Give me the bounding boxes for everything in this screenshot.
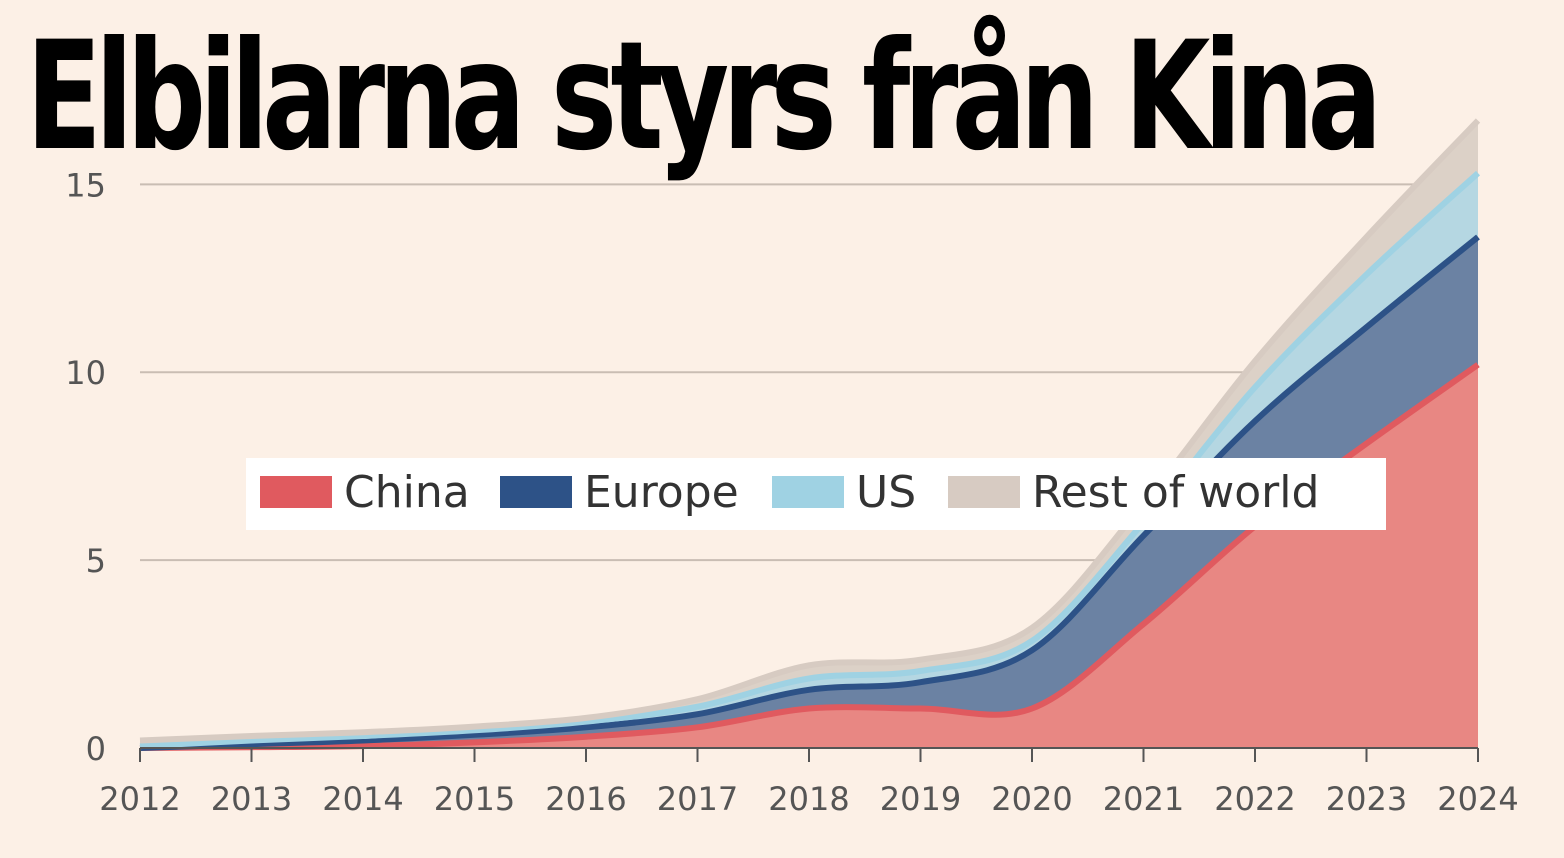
x-tick-label-2019: 2019 [880,780,961,818]
y-tick-label-5: 5 [86,542,106,580]
stacked-areas [140,120,1478,749]
x-tick-label-2014: 2014 [322,780,403,818]
legend-swatch-china [260,476,332,508]
x-axis [139,747,1479,762]
x-axis-tick-labels: 2012 2013 2014 2015 2016 2017 2018 2019 2020 2021… [99,780,1518,818]
line-europe [139,234,1480,751]
x-tick-label-2023: 2023 [1326,780,1407,818]
legend-swatch-europe [500,476,572,508]
x-tick-label-2020: 2020 [991,780,1072,818]
x-tick-label-2017: 2017 [657,780,738,818]
legend: China Europe US Rest of world [246,458,1386,530]
area-rest-of-world [140,120,1478,747]
line-us [139,170,1481,750]
legend-label-china: China [344,467,470,518]
x-tick-label-2022: 2022 [1214,780,1295,818]
legend-label-us: US [856,467,917,518]
y-axis-tick-labels: 0 5 10 15 [65,166,106,768]
x-tick-label-2024: 2024 [1437,780,1518,818]
y-tick-label-15: 15 [65,166,106,204]
x-tick-label-2013: 2013 [211,780,292,818]
legend-label-europe: Europe [584,467,739,518]
y-tick-label-10: 10 [65,354,106,392]
x-tick-label-2018: 2018 [768,780,849,818]
legend-swatch-us [772,476,844,508]
area-china [140,364,1478,748]
legend-label-rest-of-world: Rest of world [1032,467,1320,518]
y-tick-label-0: 0 [86,730,106,768]
x-tick-label-2015: 2015 [434,780,515,818]
line-rest-of-world [139,118,1481,744]
legend-swatch-rest-of-world [948,476,1020,508]
x-tick-label-2016: 2016 [545,780,626,818]
x-tick-label-2012: 2012 [99,780,180,818]
chart-title: Elbilarna styrs från Kina [26,10,1382,184]
x-tick-label-2021: 2021 [1103,780,1184,818]
